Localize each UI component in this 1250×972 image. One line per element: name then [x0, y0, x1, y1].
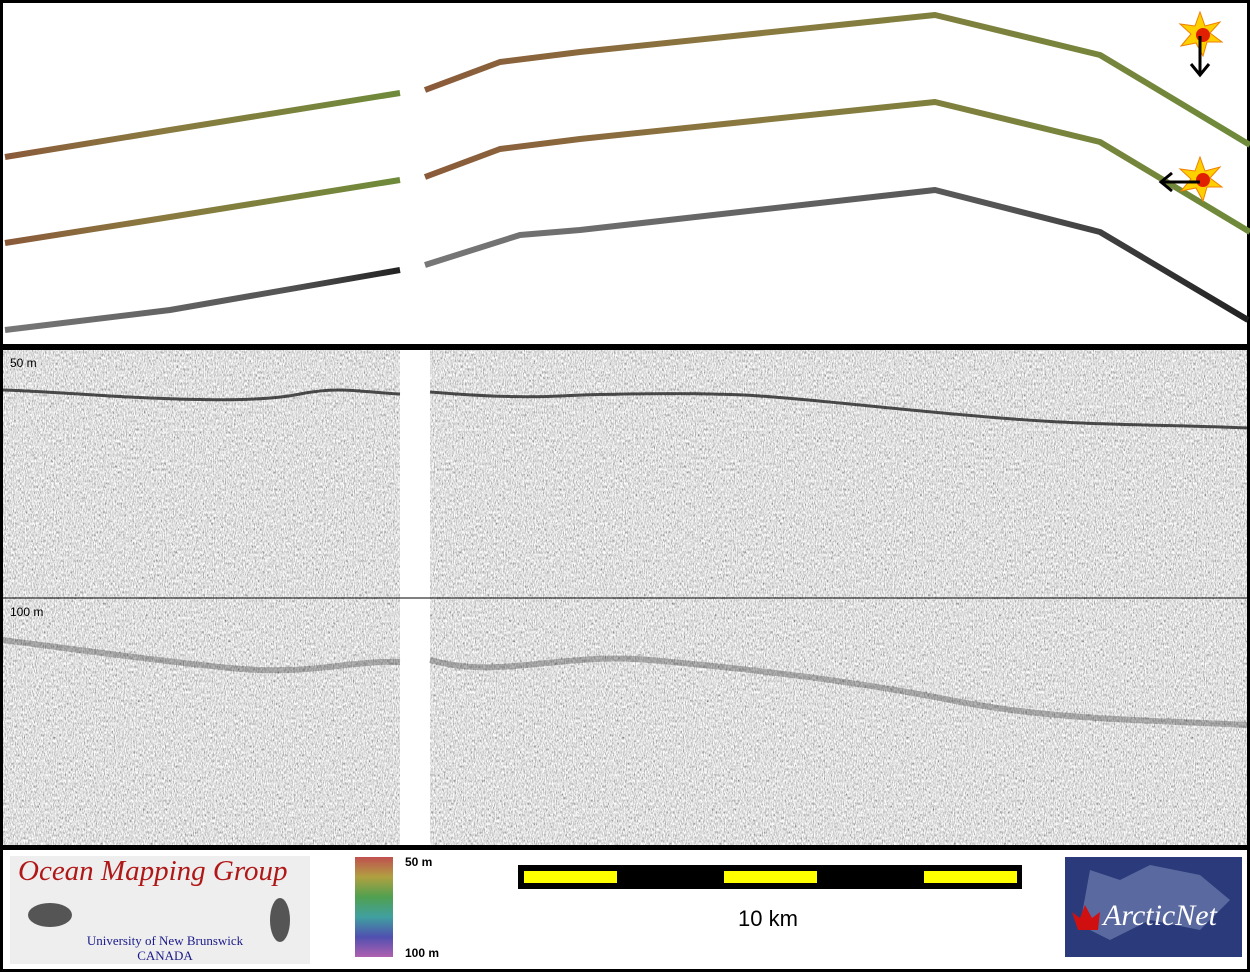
colorbar [355, 857, 393, 957]
colorbar-label: 100 m [405, 946, 439, 960]
seafloor-reflector [2, 388, 1248, 430]
marker [1158, 155, 1224, 203]
omg-logo: Ocean Mapping Group University of New Br… [10, 855, 310, 964]
scale-bar [518, 865, 1022, 889]
track [423, 99, 1250, 235]
subbottom-reflector [2, 637, 1248, 728]
track [4, 177, 401, 246]
depth-label: 50 m [10, 356, 37, 370]
depth-label: 100 m [10, 605, 43, 619]
logo-title: ArcticNet [1101, 899, 1218, 932]
logo-country: CANADA [137, 948, 193, 963]
track [4, 90, 401, 160]
logo-subtitle: University of New Brunswick [87, 933, 244, 948]
track [4, 267, 401, 333]
colorbar-label: 50 m [405, 855, 432, 869]
logo-title: Ocean Mapping Group [18, 855, 288, 887]
marker [1178, 10, 1224, 78]
arcticnet-logo: ArcticNet [1065, 857, 1242, 957]
track-panel [3, 3, 1247, 344]
tracks [4, 12, 1250, 333]
track [424, 187, 1250, 323]
track [423, 12, 1250, 148]
scale-label: 10 km [738, 906, 798, 931]
